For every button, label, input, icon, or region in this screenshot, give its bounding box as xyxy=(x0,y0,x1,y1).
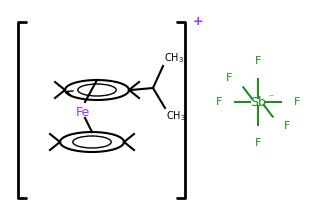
Text: CH$_3$: CH$_3$ xyxy=(164,51,184,65)
Text: F: F xyxy=(284,121,291,131)
Text: CH$_3$: CH$_3$ xyxy=(166,109,186,123)
Text: F: F xyxy=(255,56,261,66)
Text: F: F xyxy=(216,97,222,107)
Text: ⁻: ⁻ xyxy=(268,93,273,103)
Text: Sb: Sb xyxy=(250,95,266,108)
Text: F: F xyxy=(294,97,300,107)
Text: +: + xyxy=(193,15,204,28)
Text: F: F xyxy=(225,73,232,83)
Text: Fe: Fe xyxy=(76,106,90,119)
Text: F: F xyxy=(255,138,261,148)
